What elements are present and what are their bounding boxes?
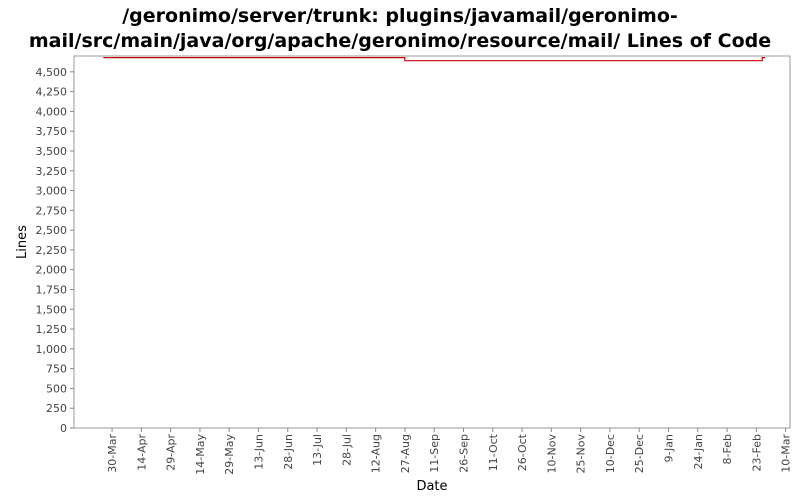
y-tick-label: 1,250	[36, 323, 68, 336]
y-tick-label: 2,250	[36, 244, 68, 257]
x-tick-label: 26-Oct	[516, 433, 529, 471]
x-tick-label: 11-Oct	[487, 433, 500, 471]
y-tick-label: 3,500	[36, 145, 68, 158]
x-axis: 30-Mar 14-Apr 29-Apr 14-May 29-May 13-Jun 28-J…	[106, 428, 793, 475]
y-tick-label: 3,000	[36, 185, 68, 198]
y-tick-label: 750	[46, 363, 67, 376]
x-tick-label: 10-Dec	[604, 434, 617, 473]
x-tick-label: 8-Feb	[721, 434, 734, 464]
x-tick-label: 23-Feb	[750, 434, 763, 471]
x-tick-label: 10-Mar	[780, 434, 793, 473]
plot-area	[73, 55, 791, 429]
x-tick-label: 11-Sep	[428, 434, 441, 473]
y-tick-label: 0	[60, 422, 67, 435]
y-tick-label: 2,000	[36, 264, 68, 277]
chart-title: /geronimo/server/trunk: plugins/javamail…	[0, 4, 800, 54]
x-tick-label: 25-Nov	[575, 434, 588, 474]
x-tick-label: 28-Jun	[282, 434, 295, 470]
y-tick-label: 1,000	[36, 343, 68, 356]
chart-title-line-2: mail/src/main/java/org/apache/geronimo/r…	[28, 30, 772, 52]
series-layer	[103, 56, 766, 62]
y-tick-label: 2,750	[36, 204, 68, 217]
y-tick-label: 250	[46, 402, 67, 415]
y-tick-label: 2,500	[36, 224, 68, 237]
y-tick-label: 1,500	[36, 303, 68, 316]
x-axis-title: Date	[416, 479, 447, 494]
series-line-1	[103, 56, 766, 62]
y-tick-label: 4,000	[36, 105, 68, 118]
y-axis: 0 250 500 750 1,000 1,250 1,500 1,750 2,000 2,250…	[36, 66, 74, 435]
x-tick-label: 14-Apr	[135, 434, 148, 471]
x-tick-label: 14-May	[194, 434, 207, 475]
x-tick-label: 10-Nov	[545, 434, 558, 474]
y-tick-label: 3,750	[36, 125, 68, 138]
x-tick-label: 13-Jul	[311, 434, 324, 466]
x-tick-label: 9-Jan	[662, 434, 675, 463]
x-tick-label: 13-Jun	[252, 434, 265, 470]
x-tick-label: 27-Aug	[399, 434, 412, 473]
x-tick-label: 26-Sep	[457, 434, 470, 473]
y-tick-label: 4,250	[36, 86, 68, 99]
y-axis-title: Lines	[15, 225, 30, 259]
chart-title-line-1: /geronimo/server/trunk: plugins/javamail…	[122, 5, 678, 27]
x-tick-label: 12-Aug	[370, 434, 383, 473]
x-tick-label: 30-Mar	[106, 434, 119, 473]
y-tick-label: 1,750	[36, 283, 68, 296]
x-tick-label: 28-Jul	[340, 434, 353, 466]
y-tick-label: 4,500	[36, 66, 68, 79]
y-tick-label: 3,250	[36, 165, 68, 178]
x-tick-label: 29-May	[223, 434, 236, 475]
y-tick-label: 500	[46, 382, 67, 395]
x-tick-label: 25-Dec	[633, 434, 646, 473]
x-tick-label: 29-Apr	[165, 434, 178, 471]
x-tick-label: 24-Jan	[692, 434, 705, 470]
